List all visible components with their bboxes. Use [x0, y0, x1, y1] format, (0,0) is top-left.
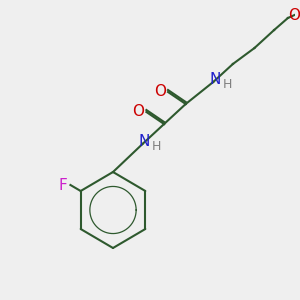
Text: H: H [152, 140, 161, 154]
Text: O: O [154, 85, 166, 100]
Text: N: N [139, 134, 150, 148]
Text: O: O [288, 8, 300, 22]
Text: O: O [133, 104, 145, 119]
Text: F: F [58, 178, 67, 193]
Text: H: H [222, 79, 232, 92]
Text: N: N [209, 71, 221, 86]
